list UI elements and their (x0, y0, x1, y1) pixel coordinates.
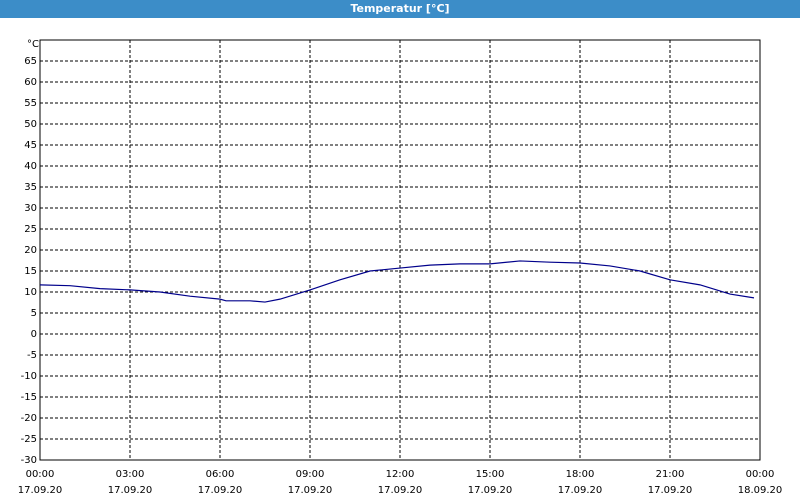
line-series (39, 260, 755, 303)
y-tick-label: -20 (21, 413, 37, 424)
y-tick-label: 65 (24, 56, 37, 67)
x-tick-label: 03:00 (116, 469, 145, 480)
x-tick-date: 17.09.20 (558, 485, 603, 496)
x-tick-date: 17.09.20 (378, 485, 423, 496)
x-tick-date: 17.09.20 (198, 485, 243, 496)
plot-frame (39, 39, 761, 461)
x-tick-label: 21:00 (656, 469, 685, 480)
y-tick-label: -10 (21, 371, 37, 382)
y-tick-label: 40 (24, 161, 37, 172)
y-tick-label: 0 (31, 329, 37, 340)
y-tick-label: -25 (21, 434, 37, 445)
y-tick-label: -15 (21, 392, 37, 403)
x-tick-date: 18.09.20 (738, 485, 783, 496)
y-tick-label: -5 (27, 350, 37, 361)
y-tick-label: 10 (24, 287, 37, 298)
x-tick-date: 17.09.20 (648, 485, 693, 496)
x-tick-label: 18:00 (566, 469, 595, 480)
y-tick-label: 45 (24, 140, 37, 151)
x-tick-label: 09:00 (296, 469, 325, 480)
x-tick-label: 12:00 (386, 469, 415, 480)
y-unit: °C (27, 39, 39, 50)
x-tick-label: 00:00 (26, 469, 55, 480)
y-tick-label: 15 (24, 266, 37, 277)
y-tick-label: -30 (21, 455, 37, 466)
x-tick-label: 00:00 (746, 469, 775, 480)
y-tick-label: 50 (24, 119, 37, 130)
y-tick-label: 35 (24, 182, 37, 193)
x-tick-date: 17.09.20 (108, 485, 153, 496)
y-tick-label: 30 (24, 203, 37, 214)
title-bar: Temperatur [°C] (0, 0, 800, 18)
y-tick-label: 20 (24, 245, 37, 256)
y-tick-label: 60 (24, 77, 37, 88)
y-tick-label: 25 (24, 224, 37, 235)
x-tick-date: 17.09.20 (18, 485, 63, 496)
x-tick-date: 17.09.20 (468, 485, 513, 496)
x-tick-date: 17.09.20 (288, 485, 333, 496)
y-tick-label: 5 (31, 308, 37, 319)
y-tick-label: 55 (24, 98, 37, 109)
x-tick-label: 15:00 (476, 469, 505, 480)
x-tick-label: 06:00 (206, 469, 235, 480)
